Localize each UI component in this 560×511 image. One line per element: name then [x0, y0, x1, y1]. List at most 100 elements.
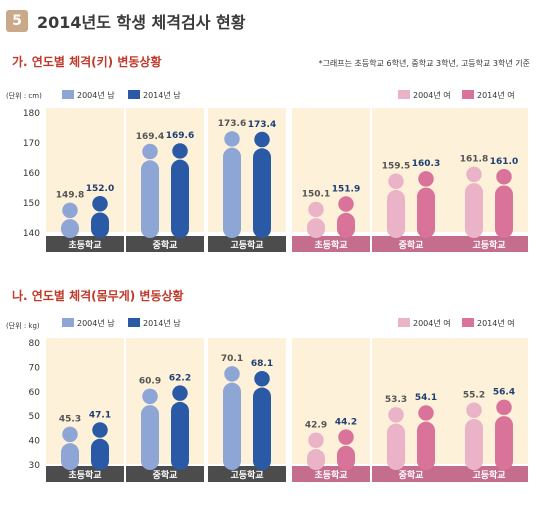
female-2004-figure-head	[308, 201, 324, 218]
legend-2004-female: 2004년 여	[413, 90, 451, 100]
category-label: 중학교	[153, 239, 178, 251]
legend-2004-female-swatch	[398, 318, 410, 327]
male-2004-figure-head	[142, 143, 158, 160]
category-label-bg	[46, 466, 124, 482]
male-2014-figure-head	[92, 422, 108, 438]
panel-background	[126, 108, 204, 232]
category-label: 고등학교	[230, 469, 263, 481]
male-2014-figure-body	[91, 438, 109, 470]
legend-2004-male-swatch	[62, 318, 74, 327]
male-2014-figure-body	[171, 159, 189, 238]
chart-subtitle: 나. 연도별 체격(몸무게) 변동상황	[12, 288, 184, 303]
male-2004-figure	[141, 143, 159, 238]
category-label-bg	[126, 466, 204, 482]
male-2014-figure	[91, 196, 109, 238]
female-2014-figure	[337, 196, 355, 238]
category-label: 초등학교	[68, 239, 101, 251]
female-2004-figure-body	[465, 183, 483, 238]
male-2004-value-label: 60.9	[139, 377, 161, 387]
female-2014-value-label: 161.0	[490, 157, 518, 167]
legend-2004-female: 2004년 여	[413, 318, 451, 328]
male-2014-figure-body	[253, 387, 271, 470]
female-2014-figure	[337, 429, 355, 470]
female-2014-figure-head	[338, 429, 354, 445]
male-2004-value-label: 70.1	[221, 354, 243, 364]
female-2014-figure-body	[495, 185, 513, 238]
female-2004-figure-head	[466, 402, 482, 418]
male-2004-figure-body	[223, 147, 241, 238]
male-2014-value-label: 68.1	[251, 359, 273, 369]
male-2004-figure-body	[141, 405, 159, 470]
female-2014-figure-body	[337, 212, 355, 238]
panel-background	[208, 338, 286, 464]
female-2014-value-label: 56.4	[493, 388, 515, 398]
male-2004-figure-body	[223, 382, 241, 470]
panel-background	[208, 108, 286, 232]
female-2004-figure-head	[388, 407, 404, 423]
female-2014-figure-body	[495, 416, 513, 470]
female-2004-figure-body	[387, 189, 405, 238]
male-2014-figure	[171, 385, 189, 470]
category-label: 고등학교	[230, 239, 263, 251]
male-2004-figure-body	[61, 443, 79, 470]
male-2014-value-label: 62.2	[169, 373, 191, 383]
chart-subtitle: 가. 연도별 체격(키) 변동상황	[12, 54, 162, 69]
section-header: 5 2014년도 학생 체격검사 현황	[6, 6, 245, 36]
panel-background	[46, 108, 124, 232]
panel-background	[126, 338, 204, 464]
category-label-bg	[208, 466, 286, 482]
male-2004-figure-body	[61, 219, 79, 238]
male-2004-value-label: 45.3	[59, 415, 81, 425]
male-2014-figure-head	[254, 371, 270, 387]
female-2004-figure-head	[308, 432, 324, 449]
legend-2004-male: 2004년 남	[77, 318, 115, 328]
y-tick-label: 180	[23, 109, 40, 119]
female-2014-figure	[417, 171, 435, 238]
category-label: 초등학교	[314, 469, 347, 481]
female-2014-value-label: 151.9	[332, 184, 360, 194]
female-2014-figure-head	[338, 196, 354, 212]
legend-2014-male: 2014년 남	[143, 90, 181, 100]
male-2014-value-label: 152.0	[86, 184, 114, 194]
male-2004-figure	[61, 202, 79, 238]
female-2004-figure-head	[388, 173, 404, 189]
y-tick-label: 170	[23, 139, 40, 149]
male-2004-figure-head	[224, 366, 240, 382]
category-label-bg	[126, 236, 204, 252]
female-2004-figure	[387, 407, 405, 470]
y-tick-label: 70	[29, 363, 41, 373]
male-2014-value-label: 169.6	[166, 131, 194, 141]
category-label: 중학교	[153, 469, 178, 481]
legend-2004-female-swatch	[398, 90, 410, 99]
legend-2014-male: 2014년 남	[143, 318, 181, 328]
female-2004-figure-body	[387, 423, 405, 470]
category-label: 초등학교	[68, 469, 101, 481]
category-label-bg	[46, 236, 124, 252]
male-2014-figure-head	[254, 131, 270, 148]
male-2014-figure-body	[171, 401, 189, 470]
category-label-bg	[450, 466, 528, 482]
male-2014-value-label: 47.1	[89, 410, 111, 420]
male-2014-figure	[171, 143, 189, 238]
category-label: 중학교	[399, 469, 424, 481]
y-tick-label: 140	[23, 229, 40, 239]
male-2014-figure	[253, 131, 271, 238]
category-label-bg	[450, 236, 528, 252]
panel-background	[292, 338, 370, 464]
female-2014-figure	[495, 169, 513, 238]
y-tick-label: 30	[29, 461, 41, 471]
female-2004-figure-head	[466, 166, 482, 183]
female-2004-figure-body	[307, 449, 325, 470]
panel-background	[292, 108, 370, 232]
female-2014-value-label: 44.2	[335, 417, 357, 427]
female-2004-value-label: 42.9	[305, 421, 327, 431]
female-2004-figure	[387, 173, 405, 238]
category-label: 고등학교	[472, 239, 505, 251]
male-2004-value-label: 169.4	[136, 132, 164, 142]
legend-2004-male: 2004년 남	[77, 90, 115, 100]
category-label-bg	[208, 236, 286, 252]
male-2004-value-label: 149.8	[56, 191, 84, 201]
legend-2014-female-swatch	[462, 90, 474, 99]
male-2004-figure	[223, 366, 241, 470]
